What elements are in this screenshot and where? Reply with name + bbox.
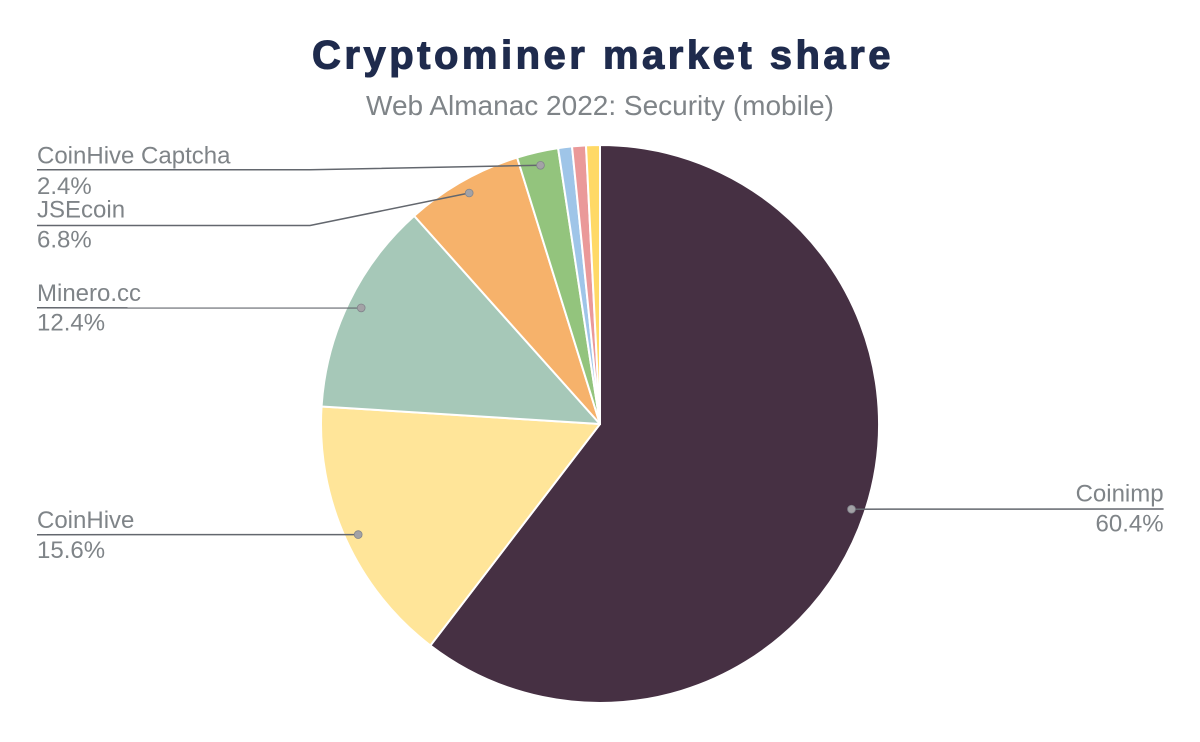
svg-text:Web Almanac 2022: Security (mo: Web Almanac 2022: Security (mobile) [366,90,834,121]
svg-text:CoinHive Captcha: CoinHive Captcha [37,142,231,169]
svg-text:Cryptominer market share: Cryptominer market share [312,34,894,78]
svg-text:Coinimp: Coinimp [1076,480,1164,507]
svg-text:2.4%: 2.4% [37,173,92,200]
svg-text:Minero.cc: Minero.cc [37,280,141,307]
svg-text:6.8%: 6.8% [37,227,92,254]
svg-text:60.4%: 60.4% [1096,511,1164,538]
svg-text:JSEcoin: JSEcoin [37,197,125,224]
svg-text:12.4%: 12.4% [37,309,105,336]
svg-text:CoinHive: CoinHive [37,507,134,534]
svg-text:15.6%: 15.6% [37,537,105,564]
